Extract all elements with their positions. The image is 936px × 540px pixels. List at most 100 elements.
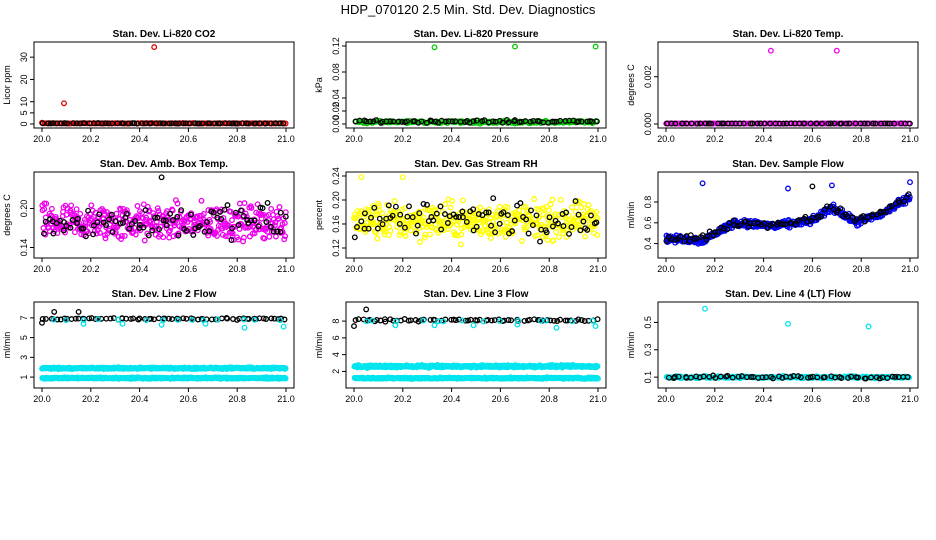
data-point: [672, 120, 679, 127]
data-point: [229, 225, 236, 232]
data-point: [170, 217, 176, 223]
data-point: [454, 232, 461, 239]
data-point: [161, 120, 167, 127]
data-point: [496, 203, 503, 210]
data-point: [145, 232, 152, 239]
outlier-point: [833, 47, 840, 54]
series-co2: [39, 44, 289, 127]
data-point: [414, 222, 421, 229]
data-point: [147, 120, 154, 127]
data-point: [175, 230, 182, 237]
data-point: [238, 207, 244, 214]
data-point: [254, 201, 261, 208]
y-axis-label: degrees C: [2, 194, 12, 236]
data-point: [282, 120, 289, 127]
data-point: [282, 375, 289, 382]
outlier-point: [61, 100, 67, 107]
data-point: [417, 239, 424, 245]
data-point: [465, 317, 472, 324]
data-point: [569, 318, 576, 325]
data-point: [281, 236, 288, 243]
x-tick-label: 21.0: [589, 134, 607, 144]
data-point: [238, 221, 245, 228]
data-point: [546, 214, 553, 221]
data-point: [594, 363, 601, 370]
data-point: [244, 217, 251, 224]
data-point: [542, 317, 549, 324]
y-tick-label: 0.02: [331, 102, 341, 120]
data-point: [117, 220, 124, 227]
outlier-point: [431, 322, 438, 329]
data-point: [367, 118, 374, 125]
data-point: [520, 203, 527, 210]
data-point: [456, 316, 462, 323]
series-points: [351, 306, 601, 382]
data-point: [178, 207, 185, 214]
y-tick-label: 4: [331, 352, 341, 357]
data-point: [551, 118, 558, 125]
data-point: [266, 233, 273, 240]
data-point: [406, 203, 412, 210]
data-point: [255, 223, 262, 230]
outlier-point: [280, 323, 287, 330]
outlier-point: [392, 322, 399, 329]
data-point: [547, 201, 554, 208]
data-point: [256, 120, 263, 127]
data-point: [227, 208, 234, 215]
data-point: [282, 213, 289, 220]
data-point: [123, 210, 130, 217]
data-point: [427, 231, 433, 238]
chart-panel: Stan. Dev. Line 2 Flow 20.0 20.2 20.4 20.6 20…: [2, 289, 295, 404]
data-point: [747, 220, 754, 227]
x-tick-label: 20.6: [180, 264, 198, 274]
y-tick-label: 0.20: [331, 191, 341, 209]
data-point: [391, 198, 398, 205]
data-point: [240, 238, 247, 245]
x-tick-label: 20.8: [540, 264, 558, 274]
series-line2-cyan-high: [50, 316, 287, 331]
panel-title: Stan. Dev. Li-820 CO2: [113, 29, 216, 40]
x-tick-label: 20.2: [394, 134, 412, 144]
data-point: [814, 374, 821, 381]
outlier-point: [865, 323, 872, 330]
series-reference: [664, 120, 913, 127]
x-tick-label: 20.2: [706, 394, 724, 404]
data-point: [160, 217, 167, 224]
data-point: [85, 207, 92, 214]
data-point: [736, 120, 743, 127]
data-point: [154, 205, 161, 212]
data-point: [381, 316, 388, 323]
data-point: [103, 222, 109, 228]
chart-panel: Stan. Dev. Sample Flow 20.0 20.2 20.4 20.6 20…: [626, 159, 919, 274]
x-tick-label: 20.6: [804, 394, 822, 404]
outlier-point: [907, 179, 913, 186]
data-point: [577, 227, 584, 234]
x-tick-label: 20.8: [228, 264, 246, 274]
x-tick-label: 20.0: [345, 264, 363, 274]
data-point: [551, 317, 557, 324]
series-temp: [663, 47, 912, 127]
data-point: [136, 315, 143, 322]
y-tick-label: 0.8: [643, 196, 653, 209]
data-point: [905, 191, 912, 198]
data-point: [118, 236, 125, 242]
data-point: [884, 120, 891, 127]
data-point: [883, 208, 890, 215]
data-point: [889, 373, 896, 380]
data-point: [354, 224, 360, 230]
data-point: [268, 315, 275, 322]
data-point: [870, 120, 877, 127]
data-point: [133, 120, 140, 127]
x-tick-label: 20.2: [82, 134, 100, 144]
x-tick-label: 20.0: [33, 134, 51, 144]
plot-frame: [345, 171, 607, 259]
data-point: [48, 120, 54, 127]
x-tick-label: 20.8: [228, 394, 246, 404]
x-tick-label: 20.8: [852, 264, 870, 274]
data-point: [588, 212, 594, 219]
data-point: [174, 316, 181, 323]
series-line4: [663, 305, 913, 382]
series-line3-high: [351, 306, 601, 330]
data-point: [838, 375, 845, 381]
